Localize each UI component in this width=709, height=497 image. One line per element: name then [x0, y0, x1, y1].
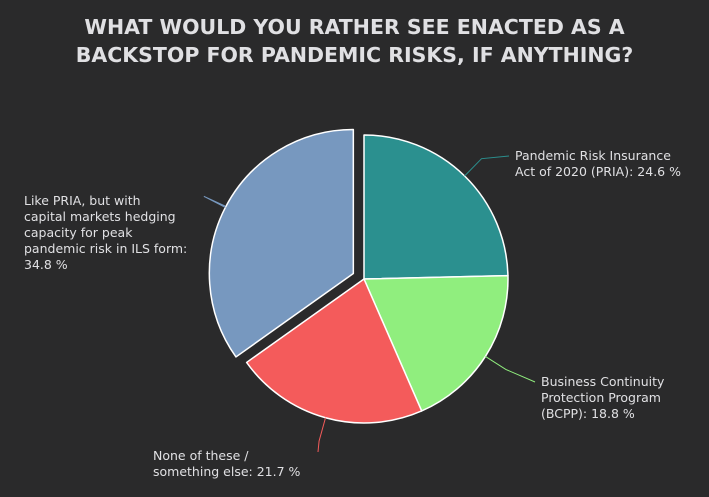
pie-slice-label-line: Like PRIA, but with [24, 193, 141, 208]
pie-slice-label-line: Protection Program [541, 390, 661, 405]
pie-connector-1 [464, 155, 510, 177]
pie-connector-3 [317, 417, 327, 453]
pie-slice-label-line: None of these / [153, 448, 249, 463]
pie-slice-label-line: Business Continuity [541, 374, 665, 389]
pie-slice-label-line: capital markets hedging [24, 209, 176, 224]
pie-slice-label-line: 34.8 % [24, 257, 68, 272]
pie-slice-label-line: something else: 21.7 % [153, 464, 301, 479]
pie-slice-4[interactable] [208, 128, 355, 358]
pie-slice-label-1: Pandemic Risk Insurance Act of 2020 (PRIA… [515, 148, 681, 179]
pie-slice-label-line: pandemic risk in ILS form: [24, 241, 187, 256]
pie-slice-label-line: Pandemic Risk Insurance [515, 148, 671, 163]
chart-title-line-1: WHAT WOULD YOU RATHER SEE ENACTED AS A [84, 15, 625, 39]
pie-connector-2 [485, 355, 536, 383]
pie-slice-label-4: Like PRIA, but with capital markets hedgi… [24, 193, 187, 272]
pie-slice-label-3: None of these / something else: 21.7 % [153, 448, 301, 479]
pie-slice-label-line: (BCPP): 18.8 % [541, 406, 635, 421]
chart-title-line-2: BACKSTOP FOR PANDEMIC RISKS, IF ANYTHING… [75, 43, 634, 67]
pie-slice-label-line: Act of 2020 (PRIA): 24.6 % [515, 164, 681, 179]
pie-slice-label-line: capacity for peak [24, 225, 133, 240]
pie-slice-1[interactable] [363, 134, 509, 280]
pie-slice-label-2: Business Continuity Protection Program (BC… [541, 374, 665, 421]
pie-connector-4 [203, 195, 226, 208]
